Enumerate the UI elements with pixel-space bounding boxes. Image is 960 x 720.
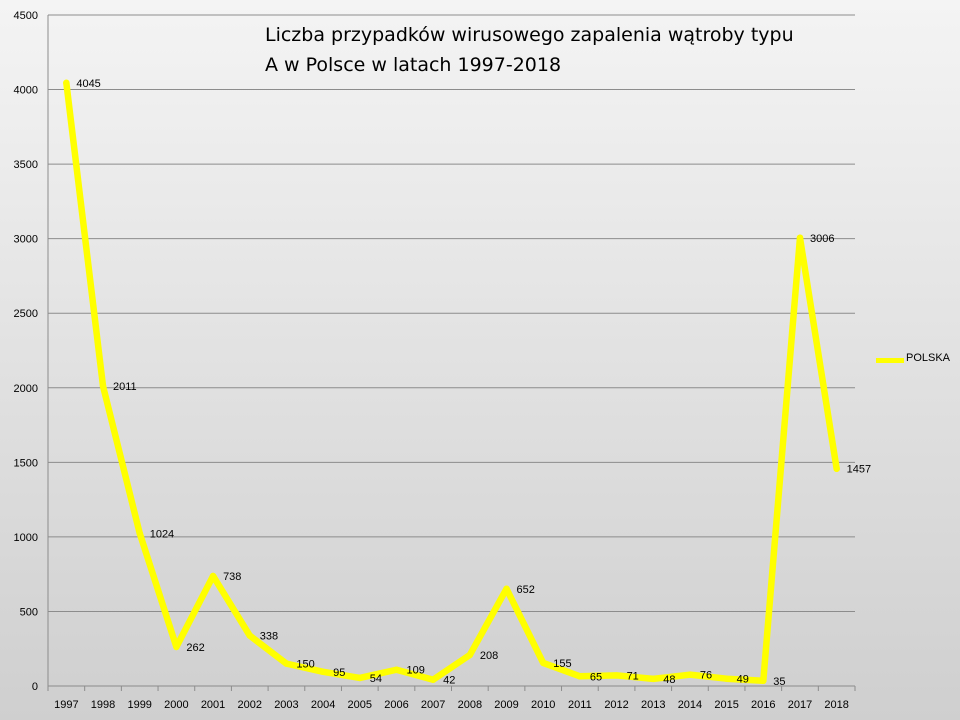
- data-label: 338: [260, 631, 278, 643]
- data-label: 109: [406, 665, 424, 677]
- data-point: [136, 530, 143, 537]
- data-point: [393, 666, 400, 673]
- data-point: [209, 572, 217, 580]
- x-tick-label: 2002: [238, 699, 262, 711]
- x-tick-label: 2001: [201, 699, 225, 711]
- x-tick-label: 2017: [788, 699, 812, 711]
- data-label: 155: [553, 658, 571, 670]
- data-point: [246, 632, 253, 639]
- data-label: 3006: [810, 233, 834, 245]
- data-label: 208: [480, 650, 498, 662]
- data-label: 48: [663, 674, 675, 686]
- x-tick-label: 2016: [751, 699, 775, 711]
- y-tick-label: 1500: [14, 457, 38, 469]
- data-point: [723, 675, 730, 682]
- data-point: [283, 660, 290, 667]
- data-point: [833, 465, 840, 472]
- data-label: 42: [443, 675, 455, 687]
- legend-label: POLSKA: [906, 352, 951, 364]
- y-tick-label: 1000: [14, 532, 38, 544]
- x-tick-label: 2004: [311, 699, 335, 711]
- y-tick-label: 0: [32, 681, 38, 693]
- data-point: [173, 643, 180, 651]
- x-tick-label: 2014: [678, 699, 702, 711]
- data-point: [613, 672, 620, 679]
- y-tick-label: 500: [20, 606, 38, 618]
- data-point: [466, 651, 474, 659]
- data-point: [540, 659, 547, 667]
- x-tick-label: 2009: [494, 699, 518, 711]
- data-label: 54: [370, 673, 382, 685]
- data-point: [319, 668, 327, 676]
- data-point: [576, 673, 584, 680]
- data-label: 65: [590, 671, 602, 683]
- data-point: [63, 79, 70, 87]
- data-label: 71: [627, 670, 639, 682]
- data-point: [99, 382, 107, 390]
- x-tick-label: 1998: [91, 699, 115, 711]
- data-label: 1024: [150, 528, 174, 540]
- x-tick-label: 2008: [458, 699, 482, 711]
- data-label: 738: [223, 571, 241, 583]
- chart-title-line-1: Liczba przypadków wirusowego zapalenia w…: [265, 24, 794, 46]
- x-tick-label: 2010: [531, 699, 555, 711]
- y-tick-label: 3500: [14, 159, 38, 171]
- data-label: 49: [737, 674, 749, 686]
- data-label: 150: [296, 659, 314, 671]
- y-tick-label: 2000: [14, 383, 38, 395]
- data-label: 262: [186, 642, 204, 654]
- data-label: 1457: [847, 464, 871, 476]
- x-tick-label: 2003: [274, 699, 298, 711]
- y-tick-label: 4000: [14, 85, 38, 97]
- data-point: [686, 671, 694, 678]
- x-tick-label: 2013: [641, 699, 665, 711]
- data-point: [503, 585, 510, 592]
- series-line-polska: [63, 79, 840, 685]
- data-label: 35: [773, 676, 785, 688]
- y-tick-label: 3000: [14, 234, 38, 246]
- x-tick-label: 2012: [604, 699, 628, 711]
- data-label: 4045: [76, 78, 100, 90]
- data-label: 2011: [113, 381, 137, 393]
- x-tick-label: 2011: [568, 699, 592, 711]
- y-tick-label: 4500: [14, 10, 38, 22]
- chart-title-line-2: A w Polsce w latach 1997-2018: [265, 54, 562, 76]
- x-tick-label: 1999: [127, 699, 151, 711]
- x-tick-label: 2005: [348, 699, 372, 711]
- y-tick-label: 2500: [14, 308, 38, 320]
- x-tick-label: 2007: [421, 699, 445, 711]
- data-label: 95: [333, 667, 345, 679]
- x-tick-label: 2006: [384, 699, 408, 711]
- data-label: 652: [517, 584, 535, 596]
- data-label: 76: [700, 670, 712, 682]
- data-point: [796, 234, 804, 241]
- data-point: [650, 675, 657, 683]
- x-tick-label: 2018: [824, 699, 848, 711]
- legend-line-swatch: [876, 358, 904, 363]
- x-tick-label: 2015: [714, 699, 738, 711]
- data-point: [356, 674, 363, 682]
- x-tick-label: 2000: [164, 699, 188, 711]
- x-tick-label: 1997: [54, 699, 78, 711]
- data-point: [760, 677, 767, 684]
- data-point: [429, 676, 437, 683]
